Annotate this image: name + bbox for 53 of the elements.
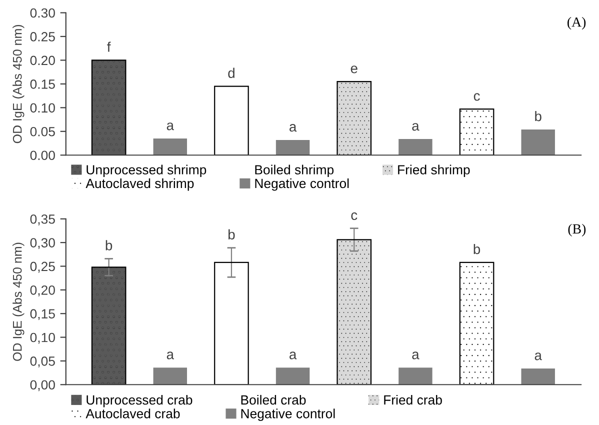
legend-label: Negative control bbox=[241, 408, 335, 421]
data-label: d bbox=[228, 68, 234, 78]
data-label: b bbox=[228, 229, 235, 240]
data-label: b bbox=[106, 240, 112, 250]
data-label: a bbox=[534, 352, 542, 360]
bar bbox=[276, 368, 310, 385]
y-tick-label: 0,05 bbox=[30, 356, 55, 368]
y-tick-label: 0.15 bbox=[30, 80, 55, 89]
data-label: e bbox=[350, 66, 358, 74]
data-label: f bbox=[107, 42, 111, 52]
legend-label: Autoclaved crab bbox=[86, 408, 180, 418]
bar bbox=[276, 140, 310, 156]
y-tick-label: 0.20 bbox=[30, 56, 55, 66]
series-label: Boiled shrimp bbox=[255, 164, 334, 178]
bar bbox=[521, 130, 555, 156]
y-tick-label: 0.00 bbox=[30, 150, 55, 160]
legend-label: Unprocessed crab bbox=[86, 394, 192, 408]
bar bbox=[398, 138, 432, 156]
data-label: a bbox=[290, 124, 297, 132]
y-tick-label: 0.25 bbox=[30, 32, 55, 42]
y-tick-label: 0,20 bbox=[30, 285, 55, 296]
bar bbox=[153, 138, 188, 156]
data-label: a bbox=[290, 352, 297, 360]
data-label: a bbox=[166, 122, 174, 130]
data-label: c bbox=[351, 212, 358, 220]
y-axis-title: OD IgE (Abs 450 nm) bbox=[12, 24, 24, 144]
annotation: (A) bbox=[568, 17, 586, 30]
data-label: a bbox=[412, 352, 420, 360]
y-tick-label: 0,15 bbox=[30, 309, 55, 320]
legend-label: Unprocessed shrimp bbox=[86, 164, 206, 178]
data-label: b bbox=[474, 244, 480, 254]
legend-label: Fried crab bbox=[384, 394, 442, 405]
y-tick-label: 0.10 bbox=[30, 103, 55, 113]
series-label: Boiled crab bbox=[241, 394, 306, 405]
legend-label: Negative control bbox=[255, 178, 349, 191]
y-tick-label: 0.30 bbox=[30, 8, 55, 18]
bar bbox=[153, 368, 188, 385]
y-tick-label: 0,35 bbox=[30, 214, 55, 226]
bar bbox=[521, 368, 555, 385]
y-tick-label: 0,10 bbox=[30, 332, 55, 344]
y-tick-label: 0,00 bbox=[30, 380, 55, 392]
data-label: c bbox=[474, 93, 480, 101]
legend-label: Fried shrimp bbox=[398, 164, 470, 178]
data-label: a bbox=[166, 352, 174, 360]
data-label: b bbox=[535, 110, 542, 122]
y-axis-title: OD IgE (Abs 450 nm) bbox=[12, 242, 24, 361]
y-tick-label: 0,30 bbox=[30, 238, 55, 250]
annotation: (B) bbox=[568, 224, 586, 236]
data-label: a bbox=[412, 123, 420, 131]
y-tick-label: 0.05 bbox=[30, 126, 55, 136]
bar bbox=[398, 368, 432, 385]
legend-label: Autoclaved shrimp bbox=[86, 178, 194, 191]
y-tick-label: 0,25 bbox=[30, 262, 55, 273]
